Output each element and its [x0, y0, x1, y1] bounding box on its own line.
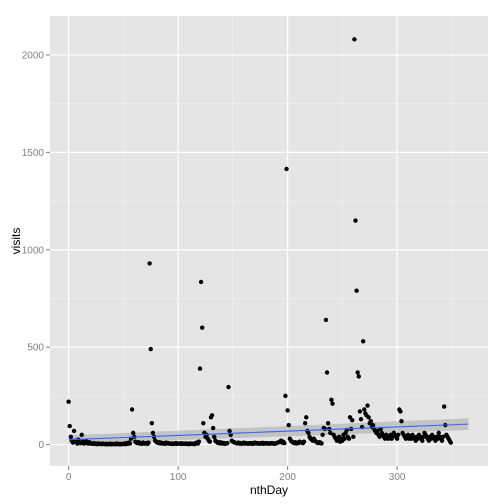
smooth-line — [68, 423, 469, 441]
data-point — [375, 428, 380, 434]
data-point — [67, 423, 72, 429]
data-point — [365, 403, 370, 408]
data-point — [362, 407, 367, 412]
data-point — [285, 408, 290, 413]
data-point — [209, 413, 215, 418]
plot-panel — [50, 16, 488, 466]
data-point — [330, 401, 335, 406]
data-point — [147, 261, 152, 266]
data-point — [131, 430, 136, 436]
x-axis: 0 100 200 300 — [66, 466, 406, 483]
x-tick-label: 200 — [279, 472, 296, 483]
data-point — [302, 420, 308, 426]
data-point — [286, 422, 291, 428]
data-point — [198, 279, 204, 285]
data-point — [66, 399, 71, 404]
data-point — [346, 436, 352, 441]
data-point — [436, 430, 441, 436]
data-point — [442, 404, 447, 409]
x-axis-title: nthDay — [250, 483, 288, 497]
data-point — [439, 438, 445, 443]
data-point — [227, 428, 232, 434]
grid-minor — [50, 16, 488, 466]
data-point — [342, 436, 347, 441]
data-point — [351, 434, 356, 439]
data-point — [207, 439, 213, 444]
data-point — [304, 415, 309, 420]
data-point — [68, 434, 74, 439]
data-point — [226, 384, 231, 390]
data-point — [370, 422, 376, 428]
data-point — [146, 440, 151, 445]
data-point — [320, 432, 325, 438]
data-point — [301, 439, 307, 444]
data-point — [322, 426, 328, 432]
data-point — [353, 218, 358, 223]
data-point — [196, 439, 202, 444]
data-point — [394, 436, 400, 441]
data-point — [325, 420, 331, 426]
data-point — [329, 397, 334, 402]
data-point — [210, 425, 216, 431]
data-point — [377, 434, 382, 439]
data-point — [283, 393, 288, 399]
data-point — [357, 409, 363, 414]
data-point — [225, 440, 230, 446]
data-point — [358, 417, 364, 422]
data-point — [356, 374, 361, 379]
data-point — [79, 432, 84, 438]
data-point — [323, 317, 329, 323]
data-point — [350, 418, 355, 423]
data-point — [148, 346, 153, 352]
data-point — [328, 430, 333, 436]
data-point — [398, 409, 403, 414]
data-point — [440, 434, 446, 439]
data-point — [399, 418, 404, 424]
data-point — [319, 441, 324, 446]
data-point — [360, 339, 366, 344]
y-axis-title: visits — [9, 228, 23, 255]
data-point — [352, 37, 357, 42]
y-tick-label: 2000 — [22, 50, 45, 61]
data-point — [200, 325, 205, 330]
data-point — [306, 430, 311, 436]
data-point — [396, 432, 401, 438]
smooth-trend-line — [68, 423, 469, 441]
data-point — [420, 438, 425, 443]
y-tick-label: 0 — [38, 440, 44, 451]
data-point — [366, 415, 371, 420]
x-tick-label: 300 — [389, 472, 406, 483]
data-point — [149, 420, 155, 426]
x-tick-label: 100 — [170, 472, 187, 483]
data-points — [66, 37, 453, 447]
data-point — [448, 440, 453, 445]
y-tick-label: 1500 — [22, 148, 45, 159]
data-point — [129, 407, 135, 412]
data-point — [197, 366, 203, 371]
y-tick-label: 500 — [27, 343, 44, 354]
data-point — [212, 434, 217, 439]
data-point — [284, 166, 289, 172]
data-point — [282, 440, 287, 446]
data-point — [127, 441, 133, 446]
data-point — [368, 418, 374, 424]
data-point — [150, 430, 156, 436]
data-point — [354, 288, 359, 293]
data-point — [201, 420, 206, 426]
y-tick-label: 1000 — [22, 245, 45, 256]
y-axis: 0 500 1000 1500 2000 — [22, 50, 50, 451]
data-point — [71, 428, 77, 434]
x-tick-label: 0 — [66, 472, 72, 483]
data-point — [355, 370, 360, 375]
data-point — [324, 370, 330, 375]
